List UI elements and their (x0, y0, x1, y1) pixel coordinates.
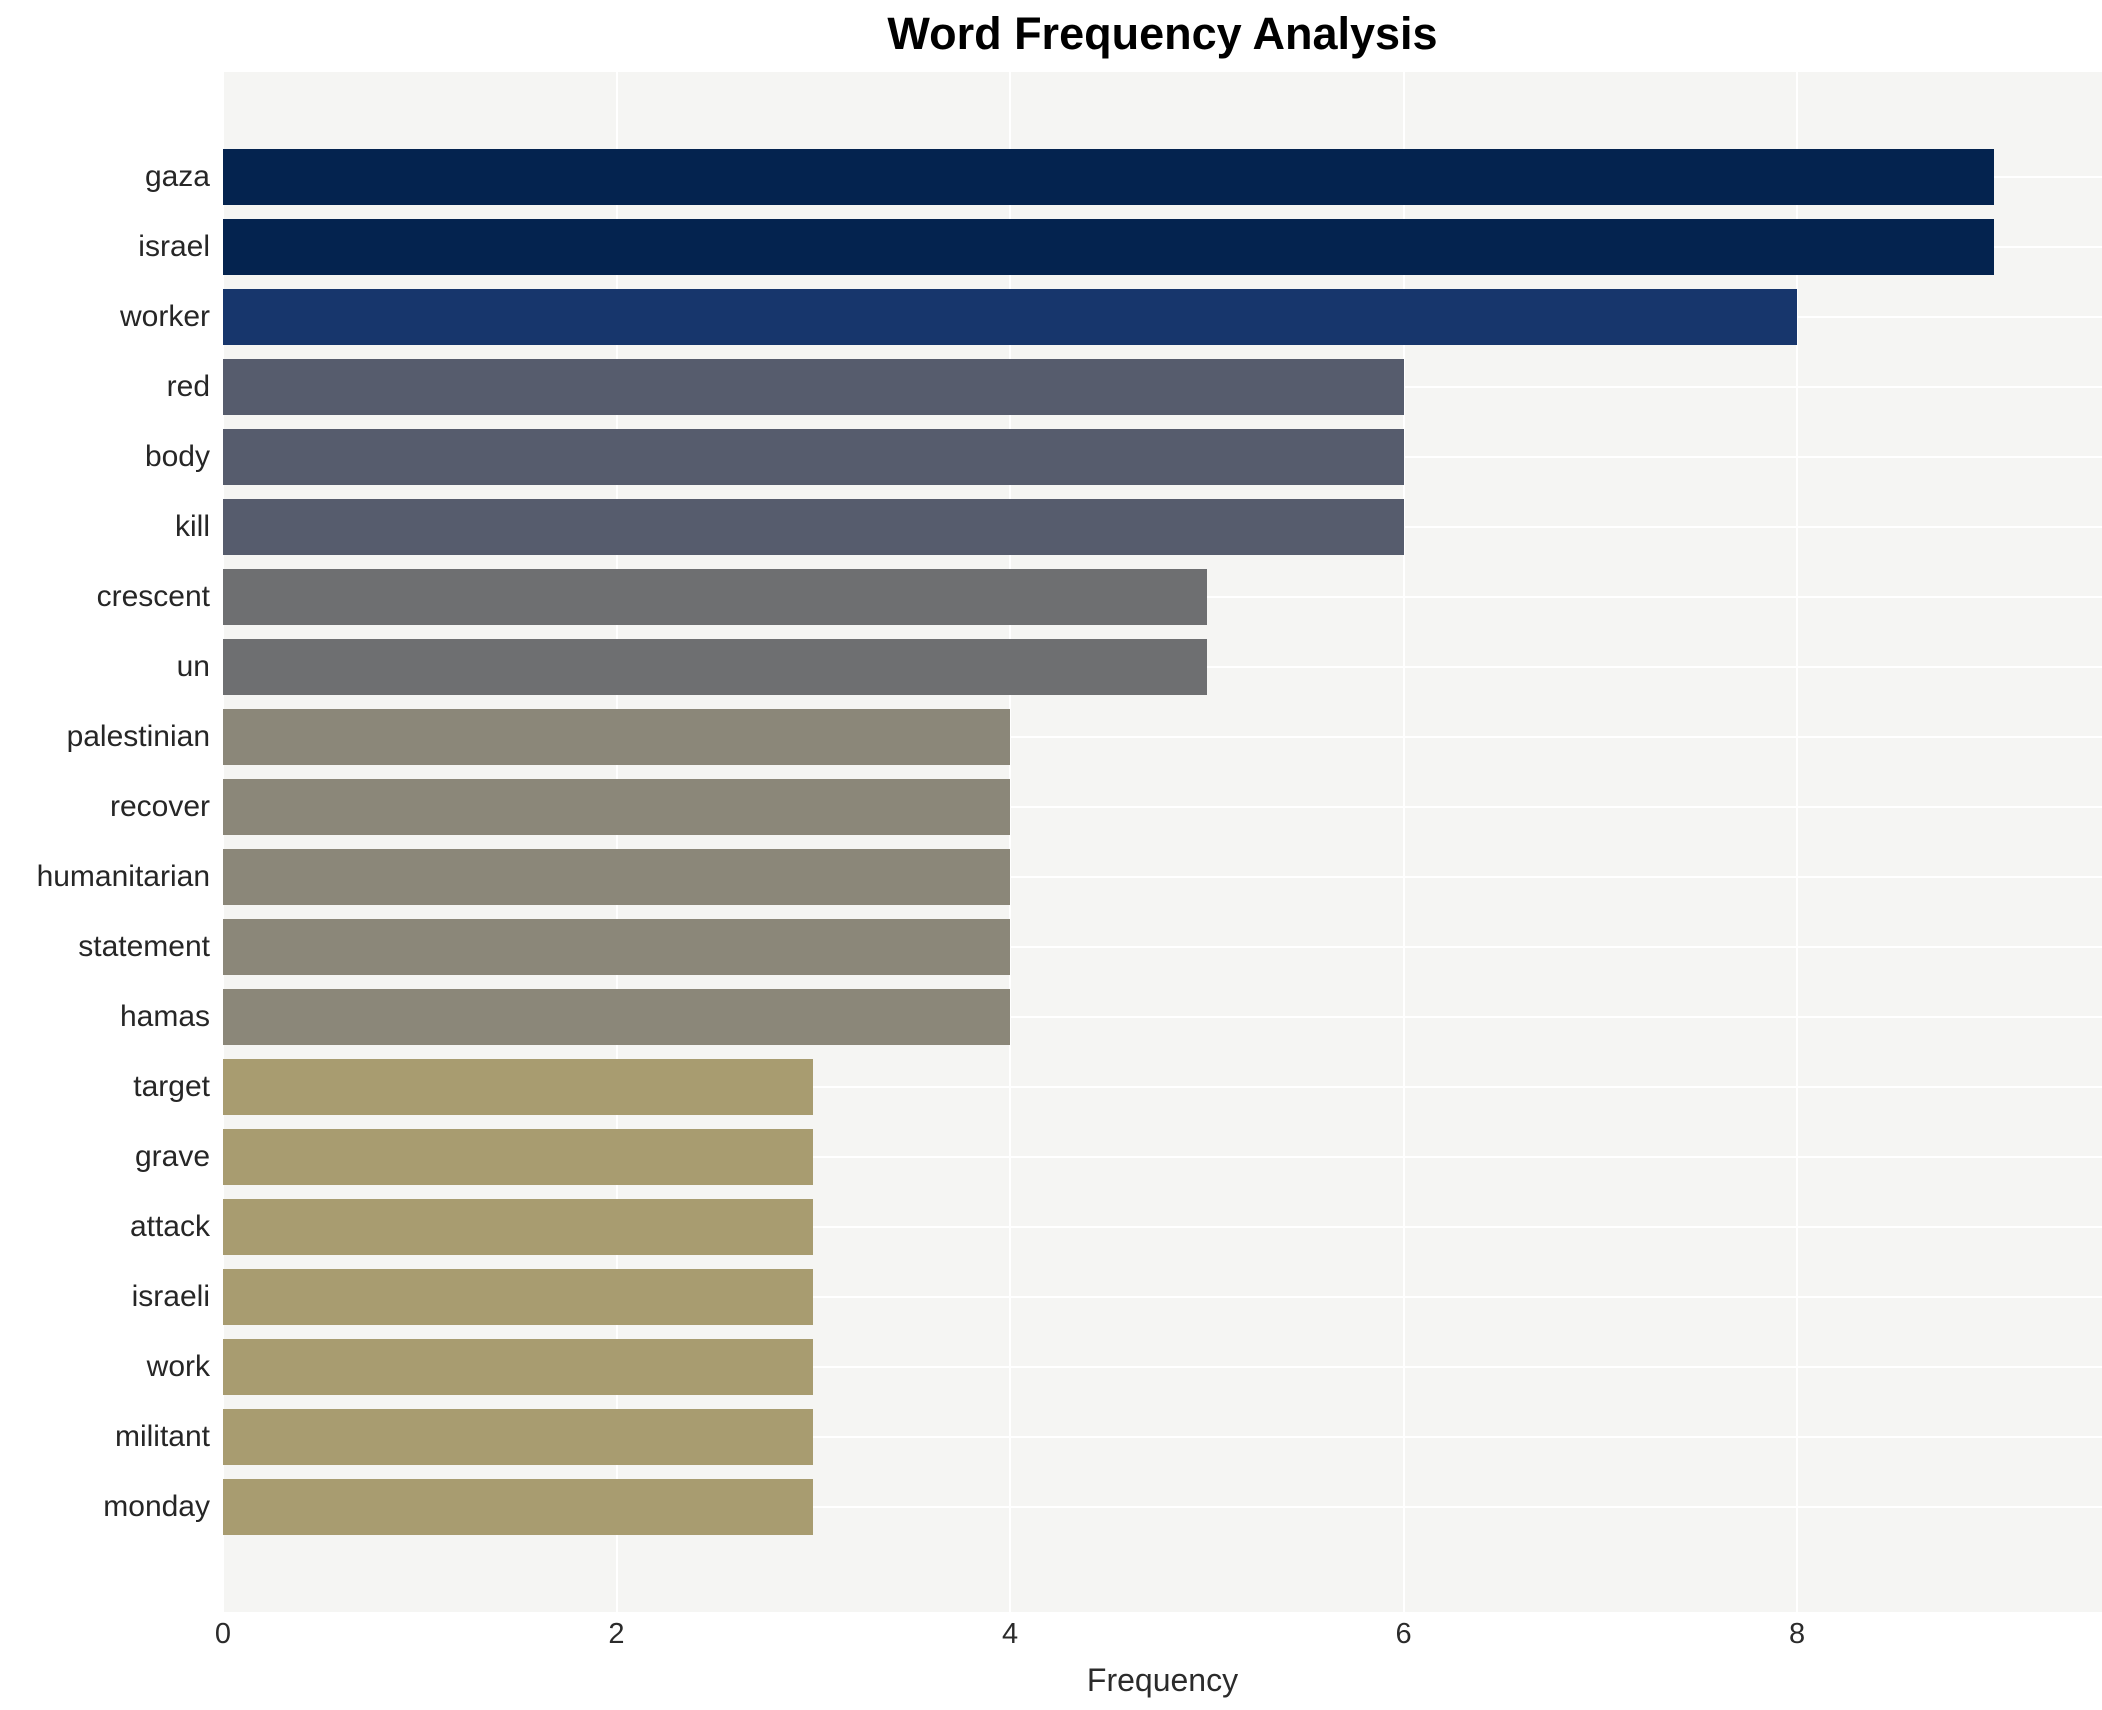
x-tick-label: 8 (1788, 1618, 1806, 1650)
bar-rows (223, 142, 2102, 1542)
frequency-bar (223, 639, 1207, 695)
vertical-gridline (222, 72, 224, 1612)
x-tick-label: 2 (608, 1618, 625, 1650)
bar-row (223, 1332, 2102, 1402)
category-label: worker (119, 300, 210, 333)
horizontal-gridline (223, 1506, 2102, 1508)
bar-row (223, 212, 2102, 282)
category-label: work (146, 1350, 210, 1383)
frequency-bar (223, 149, 1994, 205)
frequency-bar (223, 1199, 814, 1255)
bar-row (223, 142, 2102, 212)
frequency-bar (223, 499, 1404, 555)
bar-row (223, 492, 2102, 562)
frequency-bar (223, 1129, 814, 1185)
frequency-bar (223, 709, 1011, 765)
category-label: palestinian (66, 720, 210, 753)
category-label: militant (114, 1420, 210, 1453)
category-label: red (166, 370, 210, 403)
bar-row (223, 1472, 2102, 1542)
vertical-gridline (615, 72, 618, 1612)
frequency-bar (223, 1059, 814, 1115)
x-axis-ticks: 0 2 4 6 8 (215, 1618, 2102, 1658)
category-label: un (176, 650, 210, 683)
category-label: recover (109, 790, 210, 823)
horizontal-gridline (223, 1016, 2102, 1018)
bar-row (223, 352, 2102, 422)
vertical-gridline (1009, 72, 1012, 1612)
horizontal-gridline (223, 1296, 2102, 1298)
x-tick-label: 0 (214, 1618, 232, 1650)
frequency-bar (223, 779, 1011, 835)
frequency-bar (223, 989, 1011, 1045)
bar-row (223, 1052, 2102, 1122)
frequency-bar (223, 849, 1011, 905)
category-label: attack (129, 1210, 210, 1243)
bar-row (223, 702, 2102, 772)
frequency-bar (223, 219, 1994, 275)
bar-row (223, 1192, 2102, 1262)
bar-row (223, 982, 2102, 1052)
bar-row (223, 1402, 2102, 1472)
horizontal-gridline (223, 876, 2102, 878)
category-label: kill (175, 510, 210, 543)
category-label: target (133, 1070, 210, 1103)
horizontal-gridline (223, 1366, 2102, 1368)
category-label: hamas (119, 1000, 210, 1033)
frequency-bar (223, 359, 1404, 415)
bar-row (223, 282, 2102, 352)
horizontal-gridline (223, 1436, 2102, 1438)
horizontal-gridline (223, 736, 2102, 738)
bar-row (223, 1122, 2102, 1192)
frequency-bar (223, 569, 1207, 625)
category-label: humanitarian (36, 860, 210, 893)
category-label: crescent (96, 580, 210, 613)
x-tick-label: 6 (1395, 1618, 1412, 1650)
frequency-bar (223, 289, 1798, 345)
frequency-bar (223, 919, 1011, 975)
horizontal-gridline (223, 806, 2102, 808)
category-label: grave (134, 1140, 210, 1173)
bar-row (223, 912, 2102, 982)
frequency-bar (223, 1479, 814, 1535)
bar-row (223, 772, 2102, 842)
frequency-bar (223, 1409, 814, 1465)
category-label: israel (138, 230, 210, 263)
bar-row (223, 1262, 2102, 1332)
plot-panel (222, 72, 2102, 1612)
category-label: monday (103, 1490, 210, 1523)
horizontal-gridline (223, 1156, 2102, 1158)
horizontal-gridline (223, 1086, 2102, 1088)
x-axis-label: Frequency (1086, 1662, 1239, 1698)
vertical-gridline (1796, 72, 1799, 1612)
frequency-bar (223, 1269, 814, 1325)
frequency-bar (223, 1339, 814, 1395)
horizontal-gridline (223, 1226, 2102, 1228)
x-tick-label: 4 (1001, 1618, 1019, 1650)
category-label: statement (78, 930, 210, 963)
frequency-bar (223, 429, 1404, 485)
chart-title: Word Frequency Analysis (887, 8, 1438, 59)
category-label: body (144, 440, 210, 473)
vertical-gridline (1402, 72, 1405, 1612)
bar-row (223, 842, 2102, 912)
horizontal-gridline (223, 946, 2102, 948)
bar-row (223, 422, 2102, 492)
bar-row (223, 632, 2102, 702)
category-label: israeli (131, 1280, 210, 1313)
bar-row (223, 562, 2102, 632)
category-label: gaza (144, 160, 210, 193)
